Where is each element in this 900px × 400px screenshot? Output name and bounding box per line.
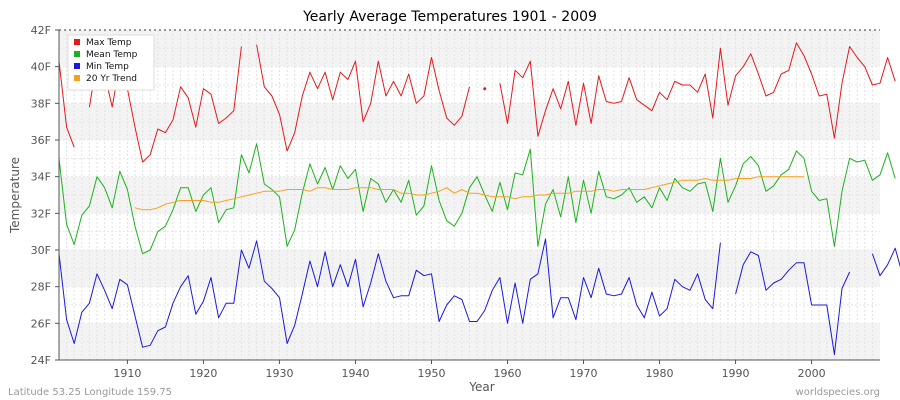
series-20-yr-trend (134, 176, 804, 211)
legend-label: 20 Yr Trend (86, 74, 137, 84)
y-tick-label: 42F (31, 24, 51, 37)
x-tick-label: 1940 (341, 367, 369, 380)
legend: Max Temp Mean Temp Min Temp 20 Yr Trend (67, 34, 155, 91)
series-line (735, 251, 851, 355)
y-tick-label: 26F (31, 317, 51, 330)
legend-label: Max Temp (86, 38, 132, 48)
series-line (58, 61, 75, 148)
legend-box (67, 34, 155, 91)
y-tick-label: 36F (31, 134, 51, 147)
legend-swatch (74, 75, 80, 81)
x-tick-label: 1920 (189, 367, 217, 380)
legend-item-min-temp: Min Temp (74, 62, 129, 72)
series-min-temp (58, 238, 900, 355)
x-tick-label: 1910 (113, 367, 141, 380)
y-tick-label: 30F (31, 244, 51, 257)
x-tick-label: 2000 (798, 367, 826, 380)
series-line (134, 176, 804, 211)
legend-label: Mean Temp (86, 50, 138, 60)
x-tick-label: 1960 (494, 367, 522, 380)
series-line (499, 42, 896, 139)
series-line (871, 247, 900, 277)
legend-swatch (74, 39, 80, 45)
footer-source: worldspecies.org (796, 387, 880, 398)
y-tick-label: 34F (31, 171, 51, 184)
legend-label: Min Temp (86, 62, 129, 72)
x-tick-label: 1950 (417, 367, 445, 380)
x-axis-label: Year (468, 380, 494, 394)
chart-title: Yearly Average Temperatures 1901 - 2009 (302, 9, 597, 25)
legend-swatch (74, 51, 80, 57)
legend-item-max-temp: Max Temp (74, 38, 132, 48)
x-tick-label: 1930 (265, 367, 293, 380)
footer-location: Latitude 53.25 Longitude 159.75 (8, 387, 172, 398)
y-tick-label: 38F (31, 97, 51, 110)
series-line (58, 143, 896, 255)
series-max-temp (58, 42, 896, 163)
series-line (58, 238, 721, 348)
legend-item-mean-temp: Mean Temp (74, 50, 138, 60)
x-axis-ticks: 1910 1920 1930 1940 1950 1960 1970 1980 1990 2000 (113, 360, 826, 380)
legend-swatch (74, 63, 80, 69)
axes (58, 29, 880, 361)
series-line (256, 44, 470, 152)
y-tick-label: 40F (31, 61, 51, 74)
series-point (483, 87, 487, 91)
x-tick-label: 1990 (722, 367, 750, 380)
y-tick-label: 32F (31, 207, 51, 220)
y-axis-label: Temperature (8, 157, 22, 234)
x-tick-label: 1980 (646, 367, 674, 380)
series-mean-temp (58, 143, 896, 255)
y-axis-ticks: 24F 26F 28F 30F 32F 34F 36F 38F 40F 42F (31, 24, 59, 367)
series-line (88, 46, 242, 163)
x-tick-label: 1970 (570, 367, 598, 380)
legend-item-20-yr-trend: 20 Yr Trend (74, 74, 137, 84)
y-tick-label: 24F (31, 354, 51, 367)
y-tick-label: 28F (31, 281, 51, 294)
series-layer (58, 42, 900, 355)
